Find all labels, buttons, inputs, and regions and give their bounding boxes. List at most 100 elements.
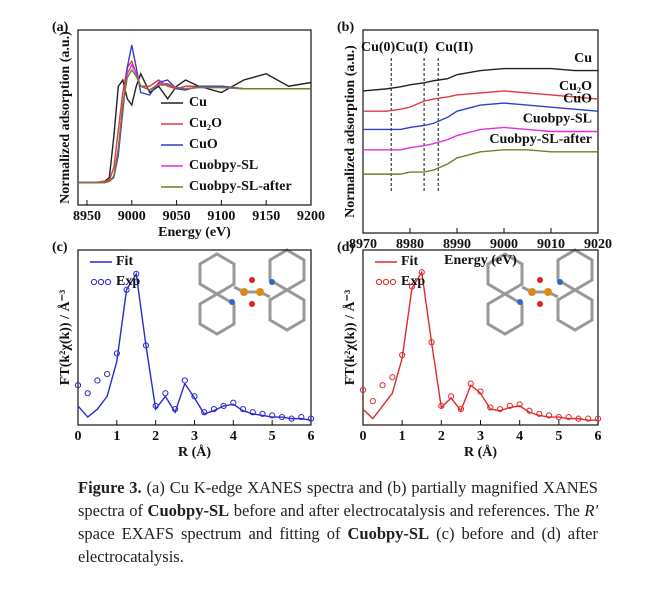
legend-label: Cu <box>189 95 207 110</box>
annotation: Cu(I) <box>395 40 428 55</box>
data-point <box>408 283 416 290</box>
data-point <box>298 413 305 421</box>
plot-frame <box>362 249 599 426</box>
data-line <box>363 149 598 175</box>
data-point <box>113 350 120 357</box>
data-point <box>104 370 111 378</box>
data-point <box>123 286 130 293</box>
x-axis-label: Energy (eV) <box>158 225 231 240</box>
caption-text: before and after electrocatalysis and re… <box>229 501 585 520</box>
data-point <box>369 398 376 405</box>
data-point <box>467 380 474 387</box>
data-point <box>477 388 484 395</box>
data-point <box>94 377 101 384</box>
caption: Figure 3. (a) Cu K-edge XANES spectra an… <box>78 476 598 568</box>
data-point <box>220 402 227 410</box>
x-tick-label: 5 <box>269 429 276 444</box>
legend-label: Cuobpy-SL-after <box>189 179 292 194</box>
x-tick-label: 3 <box>477 429 484 444</box>
data-point <box>269 412 276 419</box>
data-point <box>74 382 82 389</box>
data-point <box>379 382 386 389</box>
x-tick-label: 1 <box>113 429 120 444</box>
x-tick-label: 9200 <box>297 209 325 224</box>
legend-swatch <box>90 278 98 286</box>
data-point <box>249 409 256 416</box>
data-point <box>496 405 504 413</box>
data-point <box>171 405 179 413</box>
x-tick-label: 8980 <box>396 237 424 252</box>
legend-swatch <box>97 278 105 286</box>
data-line <box>362 270 598 421</box>
x-tick-label: 8950 <box>73 209 101 224</box>
data-point <box>594 415 602 422</box>
panel-label: (c) <box>52 240 68 255</box>
x-tick-label: 9000 <box>490 237 518 252</box>
caption-text: (a) Cu K-edge XANES spectra and (b) part… <box>78 478 598 520</box>
caption-label: Figure 3. <box>78 478 142 497</box>
x-tick-label: 6 <box>308 429 315 444</box>
data-point <box>210 405 218 413</box>
data-point <box>278 413 285 421</box>
y-axis-label: FT(k²χ(k)) / Å⁻³ <box>342 290 358 385</box>
panel-label: (a) <box>52 20 69 35</box>
data-line <box>363 102 599 131</box>
annotation: Cu(II) <box>435 40 473 55</box>
data-point <box>536 410 543 417</box>
data-point <box>545 412 553 419</box>
data-point <box>487 404 494 411</box>
data-point <box>516 401 523 408</box>
legend-label: Cu₂O <box>189 116 222 131</box>
data-point <box>288 415 295 422</box>
series-label: Cu₂O <box>559 79 592 94</box>
data-point <box>457 405 465 413</box>
x-tick-label: 9150 <box>252 209 280 224</box>
legend-label: Exp <box>401 274 425 289</box>
panel-label: (d) <box>337 240 354 255</box>
x-tick-label: 5 <box>555 429 562 444</box>
data-line <box>78 68 311 184</box>
data-point <box>133 270 140 277</box>
x-tick-label: 4 <box>230 429 237 444</box>
caption-text: space EXAFS spectrum and fitting of <box>78 524 348 543</box>
series-label: Cuobpy-SL-after <box>489 132 592 147</box>
molecule-image <box>198 248 306 336</box>
data-point <box>239 405 247 413</box>
data-point <box>389 374 396 381</box>
x-tick-label: 1 <box>399 429 406 444</box>
legend-swatch <box>104 278 112 286</box>
data-point <box>191 393 198 400</box>
legend-label: Fit <box>401 254 418 269</box>
x-tick-label: 9010 <box>537 237 565 252</box>
data-point <box>201 409 208 416</box>
x-tick-label: 9000 <box>118 209 146 224</box>
series-label: CuO <box>563 91 592 106</box>
data-point <box>555 413 562 421</box>
caption-text: R' <box>584 501 598 520</box>
x-tick-label: 9020 <box>584 237 612 252</box>
x-tick-label: 4 <box>516 429 523 444</box>
chart-grid: (a) 8950 9000 9050 9100 9150 9200 Energy (eV) No… <box>52 20 612 460</box>
x-tick-label: 8970 <box>349 237 377 252</box>
data-point <box>152 402 159 410</box>
x-tick-label: 2 <box>152 429 159 444</box>
caption-text: (c) before and (d) after electrocatalysi… <box>78 524 598 566</box>
x-axis-label: Energy (eV) <box>444 253 517 268</box>
data-line <box>363 90 599 112</box>
data-point <box>418 269 425 276</box>
x-axis-label: R (Å) <box>464 444 497 460</box>
plot-frame <box>77 29 312 206</box>
x-tick-label: 3 <box>191 429 198 444</box>
data-point <box>162 390 169 397</box>
data-point <box>428 339 435 346</box>
data-point <box>399 351 406 359</box>
data-point <box>307 415 315 422</box>
data-point <box>575 415 582 422</box>
data-line <box>77 271 312 421</box>
panel-label: (b) <box>337 20 354 35</box>
data-point <box>565 413 572 421</box>
caption-text: Cuobpy-SL <box>347 524 430 543</box>
data-line <box>78 71 312 184</box>
legend-swatch <box>389 278 397 286</box>
data-point <box>438 402 445 410</box>
